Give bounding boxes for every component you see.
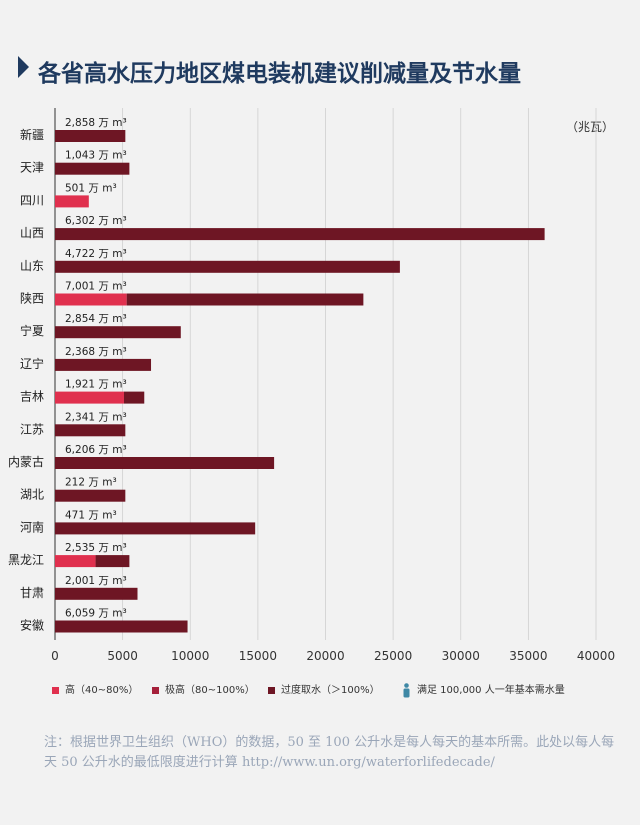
row-13: 黑龙江 2,535 万 m³ — [8, 542, 130, 568]
category-label: 安徽 — [20, 618, 44, 633]
water-saving-label: 471 万 m³ — [65, 509, 117, 521]
row-9: 江苏 2,341 万 m³ — [20, 411, 127, 437]
category-label: 甘肃 — [20, 586, 44, 600]
water-saving-label: 2,368 万 m³ — [65, 346, 127, 358]
category-label: 宁夏 — [20, 323, 44, 338]
category-label: 四川 — [20, 193, 44, 207]
legend-very-high-label: 极高（80~100%） — [165, 685, 255, 696]
row-3: 山西 6,302 万 m³ — [20, 215, 545, 241]
water-saving-label: 1,043 万 m³ — [65, 150, 127, 162]
row-6: 宁夏 2,854 万 m³ — [20, 313, 181, 339]
row-1: 天津 1,043 万 m³ — [20, 150, 130, 175]
bar-over — [55, 457, 275, 469]
unit-label: （兆瓦） — [565, 120, 614, 134]
row-15: 安徽 6,059 万 m³ — [20, 608, 188, 633]
category-label: 河南 — [20, 519, 44, 534]
x-tick-label: 20000 — [306, 649, 344, 663]
category-label: 黑龙江 — [8, 553, 44, 567]
bar-over — [55, 424, 126, 437]
bar-over — [55, 260, 400, 273]
row-8: 吉林 1,921 万 m³ — [20, 379, 145, 404]
legend-people-label: 满足 100,000 人一年基本需水量 — [417, 685, 565, 696]
legend-high-label: 高（40~80%） — [65, 685, 139, 696]
x-tick-label: 30000 — [442, 649, 480, 663]
category-label: 辽宁 — [20, 356, 44, 371]
water-saving-label: 2,341 万 m³ — [65, 411, 127, 423]
chart-title: 各省高水压力地区煤电装机建议削减量及节水量 — [38, 61, 521, 87]
bar-over — [55, 130, 126, 142]
water-saving-label: 1,921 万 m³ — [65, 379, 127, 391]
x-tick-label: 10000 — [171, 649, 209, 663]
category-label: 山东 — [20, 259, 44, 273]
category-label: 山西 — [20, 226, 44, 240]
row-7: 辽宁 2,368 万 m³ — [20, 346, 152, 371]
bar-over — [55, 162, 130, 175]
legend-over: 过度取水（＞100%） — [268, 681, 380, 696]
bar-over — [95, 555, 130, 568]
bar-high — [55, 555, 96, 568]
row-0: 新疆 2,858 万 m³ — [20, 117, 127, 142]
row-5: 陕西 7,001 万 m³ — [20, 281, 364, 306]
title-arrow-icon — [18, 56, 29, 78]
legend-very-high-swatch — [152, 686, 159, 694]
category-label: 陕西 — [20, 291, 44, 306]
bar-over — [55, 522, 256, 535]
water-saving-label: 6,206 万 m³ — [65, 444, 127, 456]
water-saving-label: 2,858 万 m³ — [65, 117, 127, 129]
bar-over — [55, 358, 152, 371]
bar-over — [123, 391, 145, 404]
water-saving-label: 6,302 万 m³ — [65, 215, 127, 227]
bar-high — [55, 391, 124, 404]
water-saving-label: 501 万 m³ — [65, 182, 117, 194]
bar-over — [126, 293, 364, 306]
legend-over-swatch — [268, 686, 275, 694]
category-label: 内蒙古 — [8, 454, 44, 469]
x-tick-label: 0 — [51, 649, 59, 663]
row-2: 四川 501 万 m³ — [20, 182, 117, 208]
legend-high: 高（40~80%） — [52, 681, 138, 696]
row-12: 河南 471 万 m³ — [20, 509, 256, 535]
category-label: 江苏 — [20, 422, 44, 436]
row-14: 甘肃 2,001 万 m³ — [20, 575, 138, 600]
legend-over-label: 过度取水（＞100%） — [281, 685, 380, 696]
water-saving-label: 7,001 万 m³ — [65, 281, 127, 293]
category-label: 吉林 — [20, 390, 44, 404]
chart-svg: 0 5000 10000 15000 20000 25000 30000 35000 40000… — [8, 108, 615, 663]
water-saving-label: 212 万 m³ — [65, 477, 117, 489]
x-tick-label: 25000 — [374, 649, 412, 663]
row-4: 山东 4,722 万 m³ — [20, 248, 400, 273]
category-label: 天津 — [20, 161, 44, 175]
water-saving-label: 2,854 万 m³ — [65, 313, 127, 325]
x-tick-label: 40000 — [577, 649, 615, 663]
category-label: 新疆 — [20, 127, 44, 142]
bar-high — [55, 195, 89, 208]
bar-over — [55, 228, 545, 241]
x-tick-label: 15000 — [239, 649, 277, 663]
person-icon — [403, 682, 410, 697]
legend-high-swatch — [52, 686, 59, 694]
row-11: 湖北 212 万 m³ — [20, 477, 126, 502]
water-saving-label: 6,059 万 m³ — [65, 608, 127, 620]
legend-people: 满足 100,000 人一年基本需水量 — [402, 681, 565, 698]
water-saving-label: 4,722 万 m³ — [65, 248, 127, 260]
footnote: 注：根据世界卫生组织（WHO）的数据，50 至 100 公升水是每人每天的基本所… — [44, 735, 615, 770]
category-label: 湖北 — [20, 487, 44, 502]
x-tick-label: 5000 — [107, 649, 138, 663]
bar-over — [55, 489, 126, 502]
legend-very-high: 极高（80~100%） — [152, 681, 255, 696]
bar-over — [55, 587, 138, 600]
water-saving-label: 2,535 万 m³ — [65, 542, 127, 554]
bar-over — [55, 620, 188, 633]
x-tick-label: 35000 — [509, 649, 547, 663]
bar-high — [55, 293, 127, 306]
bar-over — [55, 326, 181, 339]
row-10: 内蒙古 6,206 万 m³ — [8, 444, 275, 469]
water-saving-label: 2,001 万 m³ — [65, 575, 127, 587]
